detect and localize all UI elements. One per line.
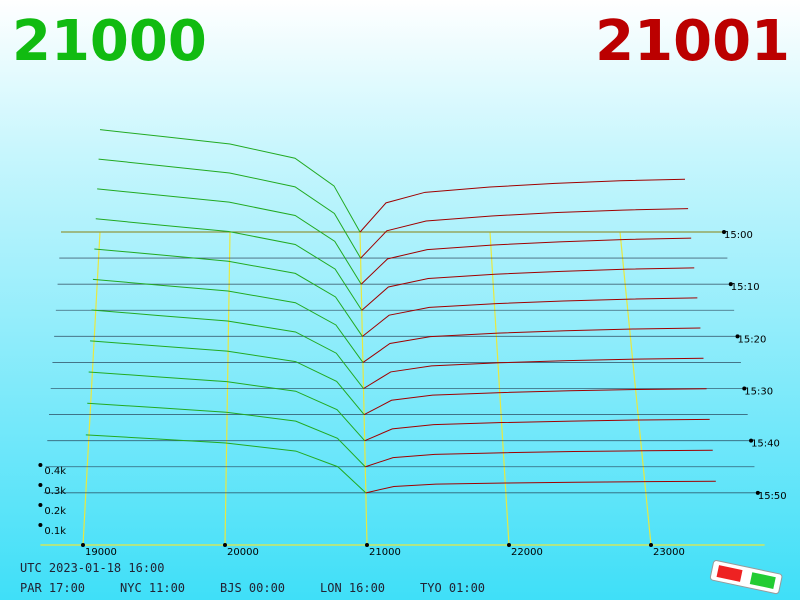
clock-label: LON 16:00 — [320, 581, 385, 595]
time-tick — [749, 438, 754, 443]
time-tick-label: 15:20 — [738, 334, 767, 345]
red-lens — [716, 565, 743, 582]
time-tick — [728, 282, 733, 287]
ask-depth-curve — [362, 327, 701, 363]
bid-depth-curve — [92, 278, 364, 363]
time-tick-label: 15:00 — [724, 230, 753, 241]
bid-depth-curve — [97, 188, 362, 285]
x-tick-label: 22000 — [511, 547, 543, 558]
bid-depth-curve — [91, 309, 364, 389]
ask-depth-curve — [360, 208, 689, 259]
y-tick-label: 0.4k — [44, 466, 66, 477]
ask-depth-curve — [363, 388, 707, 416]
price-tick — [223, 543, 227, 547]
time-tick-label: 15:30 — [744, 387, 773, 398]
x-tick-label: 20000 — [227, 547, 259, 558]
ask-depth-curve — [364, 418, 710, 442]
time-tick-label: 15:40 — [751, 439, 780, 450]
clock-label: BJS 00:00 — [220, 581, 285, 595]
ask-price: 21001 — [595, 9, 790, 74]
price-tick — [365, 543, 369, 547]
time-tick — [722, 230, 726, 234]
plot: 19000 20000 21000 22000 23000 0.1k 0.2k 0.3k 0.4… — [38, 129, 787, 558]
utc-time: UTC 2023-01-18 16:00 — [20, 561, 165, 575]
ask-depth-curve — [359, 178, 686, 233]
bid-depth-curve — [88, 371, 366, 441]
3d-glasses-icon — [709, 560, 783, 595]
clock-label: TYO 01:00 — [420, 581, 485, 595]
bid-price: 21000 — [12, 9, 207, 74]
clock-label: PAR 17:00 — [20, 581, 85, 595]
clock-label: NYC 11:00 — [120, 581, 185, 595]
time-tick — [735, 334, 740, 339]
x-tick-label: 21000 — [369, 547, 401, 558]
price-tick — [507, 543, 511, 547]
x-tick-label: 23000 — [653, 547, 685, 558]
time-tick — [755, 490, 760, 495]
depth-tick — [38, 503, 43, 507]
ask-depth-curve — [361, 267, 695, 311]
bid-depth-curve — [90, 340, 365, 415]
bid-depth-curve — [95, 218, 363, 311]
ask-depth-curve — [362, 297, 698, 337]
bid-depth-curve — [85, 434, 367, 494]
ask-depth-curve — [360, 237, 692, 285]
ask-depth-curve — [363, 357, 704, 389]
depth-tick — [38, 483, 43, 487]
green-lens — [749, 572, 776, 589]
bid-depth-curve — [98, 158, 362, 259]
price-tick — [81, 543, 85, 547]
price-tick — [649, 543, 653, 547]
time-tick-label: 15:10 — [731, 282, 760, 293]
time-tick — [742, 386, 747, 391]
depth-tick — [38, 463, 43, 467]
time-tick-label: 15:50 — [758, 491, 787, 502]
ask-depth-curve — [365, 480, 716, 494]
y-tick-label: 0.2k — [44, 506, 66, 517]
bid-depth-curve — [87, 402, 366, 468]
depth-tick — [38, 523, 43, 527]
bid-depth-curve — [94, 248, 363, 337]
ask-depth-curve — [365, 449, 713, 468]
bid-depth-curve — [99, 129, 361, 233]
y-tick-label: 0.3k — [44, 486, 66, 497]
clocks: PAR 17:00 NYC 11:00 BJS 00:00 LON 16:00 TYO … — [20, 581, 485, 595]
x-tick-label: 19000 — [85, 547, 117, 558]
y-tick-label: 0.1k — [44, 526, 66, 537]
